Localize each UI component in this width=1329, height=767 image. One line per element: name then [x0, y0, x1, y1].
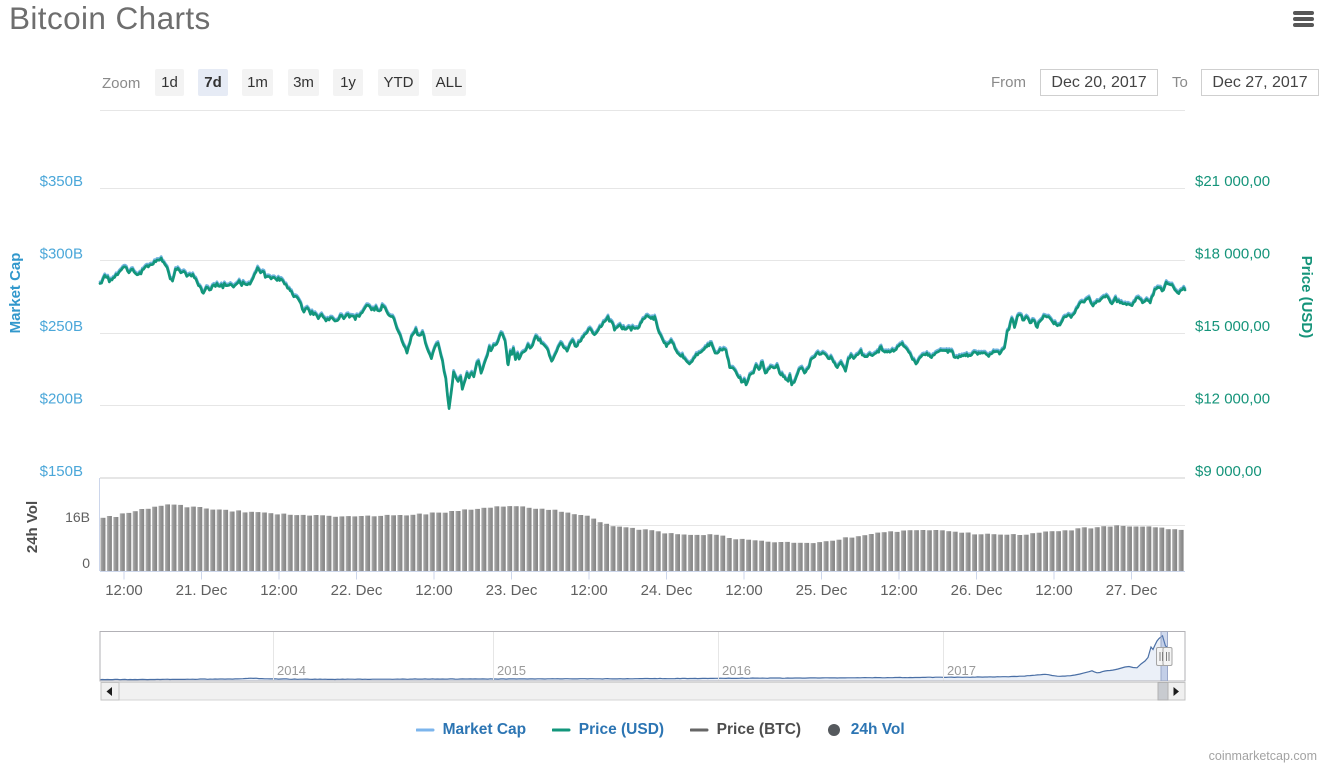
svg-text:12:00: 12:00: [415, 582, 453, 599]
svg-text:16B: 16B: [65, 509, 90, 525]
svg-text:2014: 2014: [277, 663, 306, 678]
svg-text:Price (USD): Price (USD): [1298, 256, 1315, 339]
svg-text:24h Vol: 24h Vol: [24, 501, 41, 553]
svg-text:27. Dec: 27. Dec: [1106, 582, 1158, 599]
svg-text:$250B: $250B: [40, 318, 83, 335]
svg-text:21. Dec: 21. Dec: [176, 582, 228, 599]
svg-text:$200B: $200B: [40, 391, 83, 408]
svg-text:23. Dec: 23. Dec: [486, 582, 538, 599]
svg-text:2017: 2017: [947, 663, 976, 678]
svg-text:2016: 2016: [722, 663, 751, 678]
svg-text:24. Dec: 24. Dec: [641, 582, 693, 599]
svg-text:22. Dec: 22. Dec: [331, 582, 383, 599]
svg-text:$350B: $350B: [40, 173, 83, 190]
svg-text:$18 000,00: $18 000,00: [1195, 246, 1270, 263]
svg-text:$300B: $300B: [40, 246, 83, 263]
svg-text:Market Cap: Market Cap: [7, 253, 24, 334]
svg-text:$15 000,00: $15 000,00: [1195, 318, 1270, 335]
svg-text:$21 000,00: $21 000,00: [1195, 173, 1270, 190]
svg-text:$150B: $150B: [40, 463, 83, 480]
svg-text:2015: 2015: [497, 663, 526, 678]
svg-text:$9 000,00: $9 000,00: [1195, 463, 1262, 480]
svg-text:12:00: 12:00: [880, 582, 918, 599]
svg-text:12:00: 12:00: [105, 582, 143, 599]
svg-text:12:00: 12:00: [1035, 582, 1073, 599]
svg-text:26. Dec: 26. Dec: [951, 582, 1003, 599]
svg-text:$12 000,00: $12 000,00: [1195, 391, 1270, 408]
svg-text:0: 0: [82, 555, 90, 571]
svg-text:12:00: 12:00: [725, 582, 763, 599]
svg-text:12:00: 12:00: [260, 582, 298, 599]
svg-text:12:00: 12:00: [570, 582, 608, 599]
svg-text:25. Dec: 25. Dec: [796, 582, 848, 599]
